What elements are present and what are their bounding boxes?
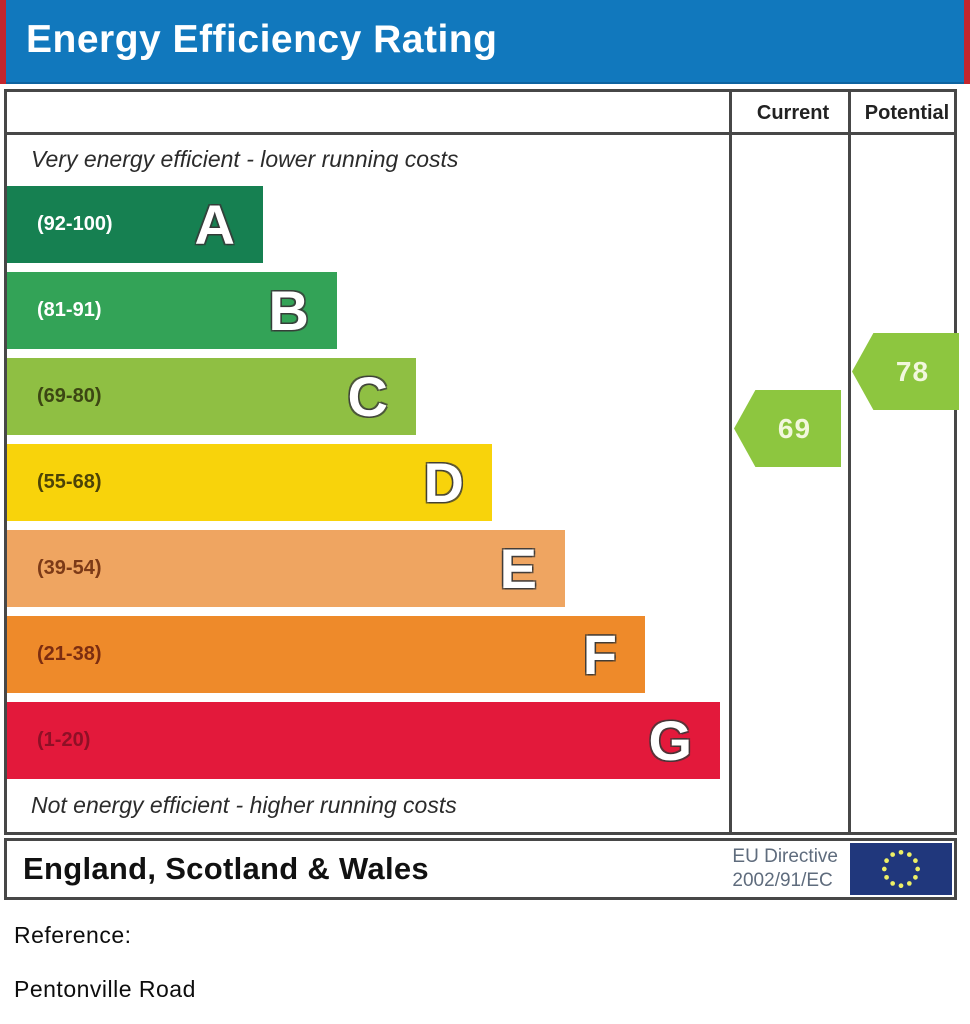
page-title: Energy Efficiency Rating bbox=[26, 18, 498, 61]
eu-directive-line2: 2002/91/EC bbox=[732, 870, 833, 891]
band-b: (81-91) B bbox=[7, 272, 337, 349]
band-g-range: (1-20) bbox=[37, 729, 91, 751]
eu-directive-label: EU Directive 2002/91/EC bbox=[732, 845, 838, 893]
band-e-letter: E bbox=[499, 536, 537, 600]
rating-scale-area: Very energy efficient - lower running co… bbox=[4, 135, 959, 835]
top-note: Very energy efficient - lower running co… bbox=[31, 146, 459, 172]
reference-block: Reference: Pentonville Road bbox=[14, 922, 196, 1003]
band-b-letter: B bbox=[268, 278, 309, 342]
region-label: England, Scotland & Wales bbox=[23, 851, 429, 886]
band-c: (69-80) C bbox=[7, 358, 416, 435]
bottom-note: Not energy efficient - higher running co… bbox=[31, 792, 457, 818]
decorative-red-strip-right bbox=[964, 0, 970, 84]
band-e: (39-54) E bbox=[7, 530, 565, 607]
potential-rating-value: 78 bbox=[895, 355, 930, 387]
band-f-letter: F bbox=[582, 622, 617, 686]
band-a-letter: A bbox=[194, 192, 235, 256]
band-d-range: (55-68) bbox=[37, 471, 102, 493]
current-rating-arrow: 69 bbox=[734, 390, 841, 467]
decorative-red-strip-left bbox=[0, 0, 6, 84]
epc-table: Current Potential Very energy efficient … bbox=[4, 89, 959, 900]
title-bar: Energy Efficiency Rating bbox=[0, 0, 970, 84]
band-d-letter: D bbox=[423, 450, 464, 514]
band-c-range: (69-80) bbox=[37, 385, 102, 407]
potential-rating-arrow: 78 bbox=[852, 333, 959, 410]
potential-column-header: Potential bbox=[864, 102, 950, 124]
current-rating-value: 69 bbox=[777, 412, 812, 444]
reference-label: Reference: bbox=[14, 922, 132, 948]
band-a: (92-100) A bbox=[7, 186, 263, 263]
band-d: (55-68) D bbox=[7, 444, 492, 521]
band-f: (21-38) F bbox=[7, 616, 645, 693]
current-column-header: Current bbox=[756, 102, 830, 124]
band-a-range: (92-100) bbox=[37, 213, 113, 235]
table-footer-row: England, Scotland & Wales EU Directive 2… bbox=[4, 838, 957, 900]
band-b-range: (81-91) bbox=[37, 299, 102, 321]
column-divider-potential bbox=[848, 89, 851, 835]
band-g: (1-20) G bbox=[7, 702, 720, 779]
eu-flag-icon bbox=[850, 843, 952, 895]
band-g-letter: G bbox=[648, 708, 692, 772]
table-header-row: Current Potential bbox=[4, 89, 957, 135]
band-f-range: (21-38) bbox=[37, 643, 102, 665]
column-divider-current bbox=[729, 89, 732, 835]
band-c-letter: C bbox=[347, 364, 388, 428]
eu-directive-line1: EU Directive bbox=[732, 846, 838, 868]
reference-value: Pentonville Road bbox=[14, 976, 196, 1002]
band-e-range: (39-54) bbox=[37, 557, 102, 579]
